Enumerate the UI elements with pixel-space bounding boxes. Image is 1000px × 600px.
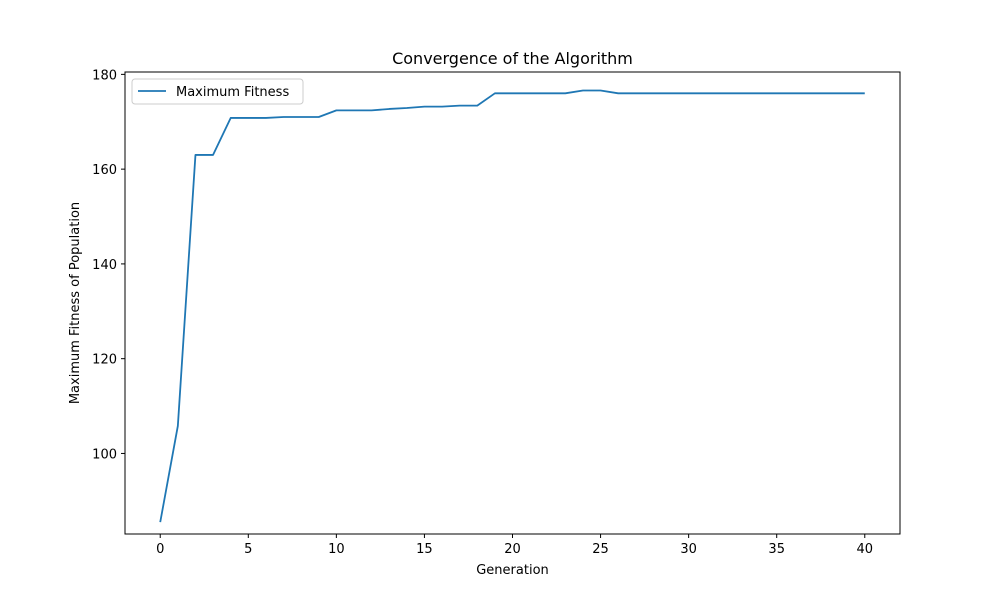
x-tick-label: 25: [592, 542, 609, 557]
chart-title: Convergence of the Algorithm: [392, 49, 633, 68]
x-tick-label: 40: [856, 542, 873, 557]
x-tick-label: 20: [504, 542, 521, 557]
plot-area: [125, 72, 900, 534]
y-tick-label: 180: [92, 68, 117, 83]
x-tick-label: 30: [680, 542, 697, 557]
series-line-0: [159, 89, 865, 523]
y-tick-label: 120: [92, 353, 117, 368]
axis-ticks: 0 5 10 15 20 25 30 35 40 100 120 140 160 180: [92, 68, 873, 557]
y-tick-label: 100: [92, 447, 117, 462]
legend-box: [131, 78, 304, 105]
x-axis-label: Generation: [476, 563, 549, 578]
x-tick-label: 10: [328, 542, 345, 557]
y-axis-label: Maximum Fitness of Population: [68, 202, 83, 404]
legend: Maximum Fitness: [131, 78, 304, 105]
plot-marks: [159, 89, 865, 523]
x-tick-label: 5: [244, 542, 252, 557]
x-tick-label: 0: [156, 542, 164, 557]
y-tick-label: 140: [92, 258, 117, 273]
legend-label: Maximum Fitness: [176, 85, 289, 100]
y-tick-label: 160: [92, 163, 117, 178]
x-tick-label: 35: [768, 542, 785, 557]
x-tick-label: 15: [416, 542, 433, 557]
